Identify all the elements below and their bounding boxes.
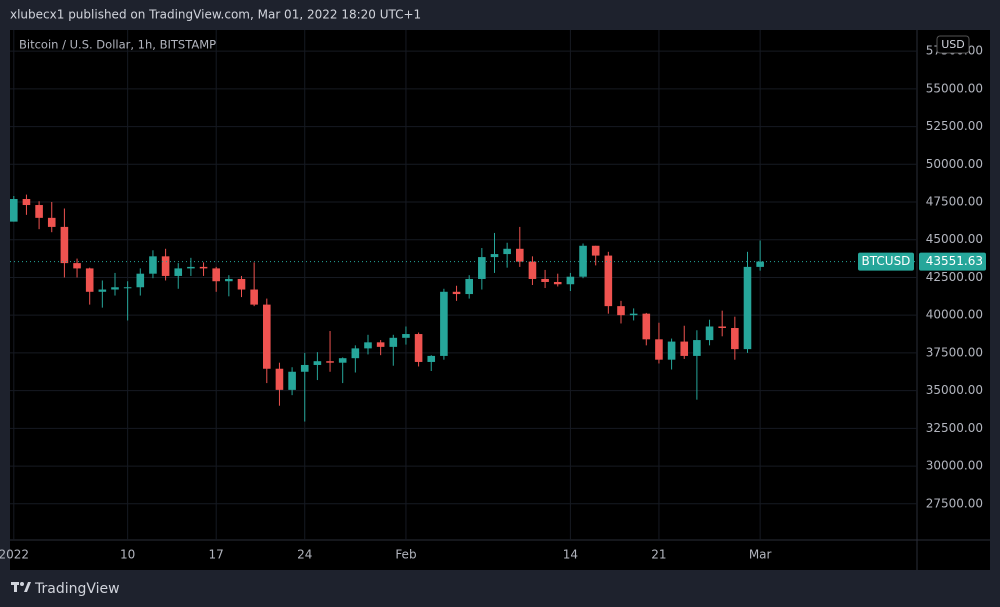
- candle-body: [262, 304, 271, 369]
- price-tag: [919, 252, 986, 271]
- x-axis-background: [10, 540, 917, 570]
- candle-body: [389, 337, 398, 347]
- candle-body: [743, 266, 752, 350]
- candle-body: [364, 342, 372, 349]
- candle-body: [465, 278, 473, 295]
- candle-body: [275, 368, 284, 390]
- x-tick-label: 10: [120, 548, 135, 562]
- candle-body: [414, 334, 423, 362]
- candle-body: [73, 263, 81, 269]
- candle-body: [478, 257, 486, 279]
- y-tick-label: 42500.00: [926, 270, 983, 284]
- currency: USD: [941, 38, 965, 51]
- brand: TradingView: [34, 581, 120, 597]
- x-tick-label: 21: [651, 548, 666, 562]
- candle-body: [642, 313, 651, 340]
- candle-body: [338, 358, 347, 363]
- candle-body: [604, 255, 613, 307]
- x-tick-label: Mar: [749, 548, 772, 562]
- candle-body: [629, 313, 638, 316]
- price-label: 43551.63: [926, 254, 983, 268]
- candle-body: [161, 256, 170, 276]
- y-tick-label: 52500.00: [926, 119, 983, 133]
- candle-body: [300, 364, 309, 372]
- y-tick-label: 35000.00: [926, 383, 983, 397]
- candle-body: [225, 278, 233, 282]
- candle-body: [60, 226, 69, 264]
- candle-body: [427, 355, 436, 362]
- candle-body: [579, 245, 587, 277]
- candle-body: [402, 334, 410, 338]
- candle-body: [212, 268, 220, 282]
- candle-body: [47, 217, 56, 227]
- symbol-label: BTCUSD: [862, 254, 911, 268]
- candle-body: [731, 328, 739, 350]
- candle-body: [199, 266, 208, 269]
- candle-body: [503, 248, 511, 255]
- candle-body: [566, 276, 575, 285]
- candle-body: [693, 340, 701, 356]
- symbol-tag: [858, 252, 914, 271]
- candle-body: [98, 289, 107, 292]
- y-tick-label: 50000.00: [926, 157, 983, 171]
- candle-body: [490, 254, 499, 258]
- candle-body: [313, 361, 322, 365]
- candle-body: [237, 278, 246, 290]
- y-tick-label: 37500.00: [926, 345, 983, 359]
- brand-logo: [11, 582, 31, 592]
- candle-body: [553, 281, 562, 285]
- candle-body: [123, 287, 132, 289]
- y-tick-label: 45000.00: [926, 232, 983, 246]
- x-tick-label: 2022: [0, 548, 29, 562]
- y-tick-label: 30000.00: [926, 459, 983, 473]
- y-tick-label: 47500.00: [926, 195, 983, 209]
- candle-body: [591, 245, 600, 256]
- candle-body: [351, 348, 360, 359]
- x-tick-label: 24: [297, 548, 312, 562]
- candle-body: [187, 266, 195, 269]
- candle-body: [10, 198, 18, 222]
- candle-body: [680, 341, 689, 356]
- y-tick-label: 55000.00: [926, 81, 983, 95]
- candle-body: [85, 268, 94, 292]
- candle-body: [667, 341, 676, 360]
- candle-body: [705, 326, 714, 341]
- header: xlubecx1 published on TradingView.com, M…: [10, 8, 421, 22]
- symbol-title: Bitcoin / U.S. Dollar, 1h, BITSTAMP: [19, 38, 216, 52]
- candle-body: [326, 361, 334, 363]
- candle-body: [515, 248, 524, 262]
- y-tick-label: 27500.00: [926, 496, 983, 510]
- candle-body: [440, 291, 448, 356]
- x-tick-label: 14: [563, 548, 578, 562]
- candle-body: [376, 342, 385, 347]
- candles: [10, 194, 917, 422]
- candle-body: [149, 256, 157, 274]
- candle-body: [22, 198, 31, 206]
- plot-background: [10, 30, 917, 540]
- x-tick-label: 17: [209, 548, 224, 562]
- x-tick-label: Feb: [395, 548, 416, 562]
- candle-body: [35, 205, 43, 218]
- candle-body: [250, 289, 258, 305]
- candle-body: [136, 273, 145, 288]
- candle-body: [541, 278, 549, 282]
- candle-body: [174, 268, 183, 276]
- candle-body: [288, 371, 296, 390]
- candle-body: [655, 339, 663, 360]
- y-axis-background: [917, 30, 990, 570]
- y-tick-label: 40000.00: [926, 308, 983, 322]
- candle-body: [452, 291, 461, 295]
- candle-body: [528, 261, 537, 279]
- currency-box: [936, 35, 970, 54]
- y-tick-label: 32500.00: [926, 421, 983, 435]
- candle-body: [718, 326, 726, 329]
- candle-body: [617, 306, 625, 316]
- candle-body: [756, 261, 764, 267]
- candle-body: [111, 287, 119, 290]
